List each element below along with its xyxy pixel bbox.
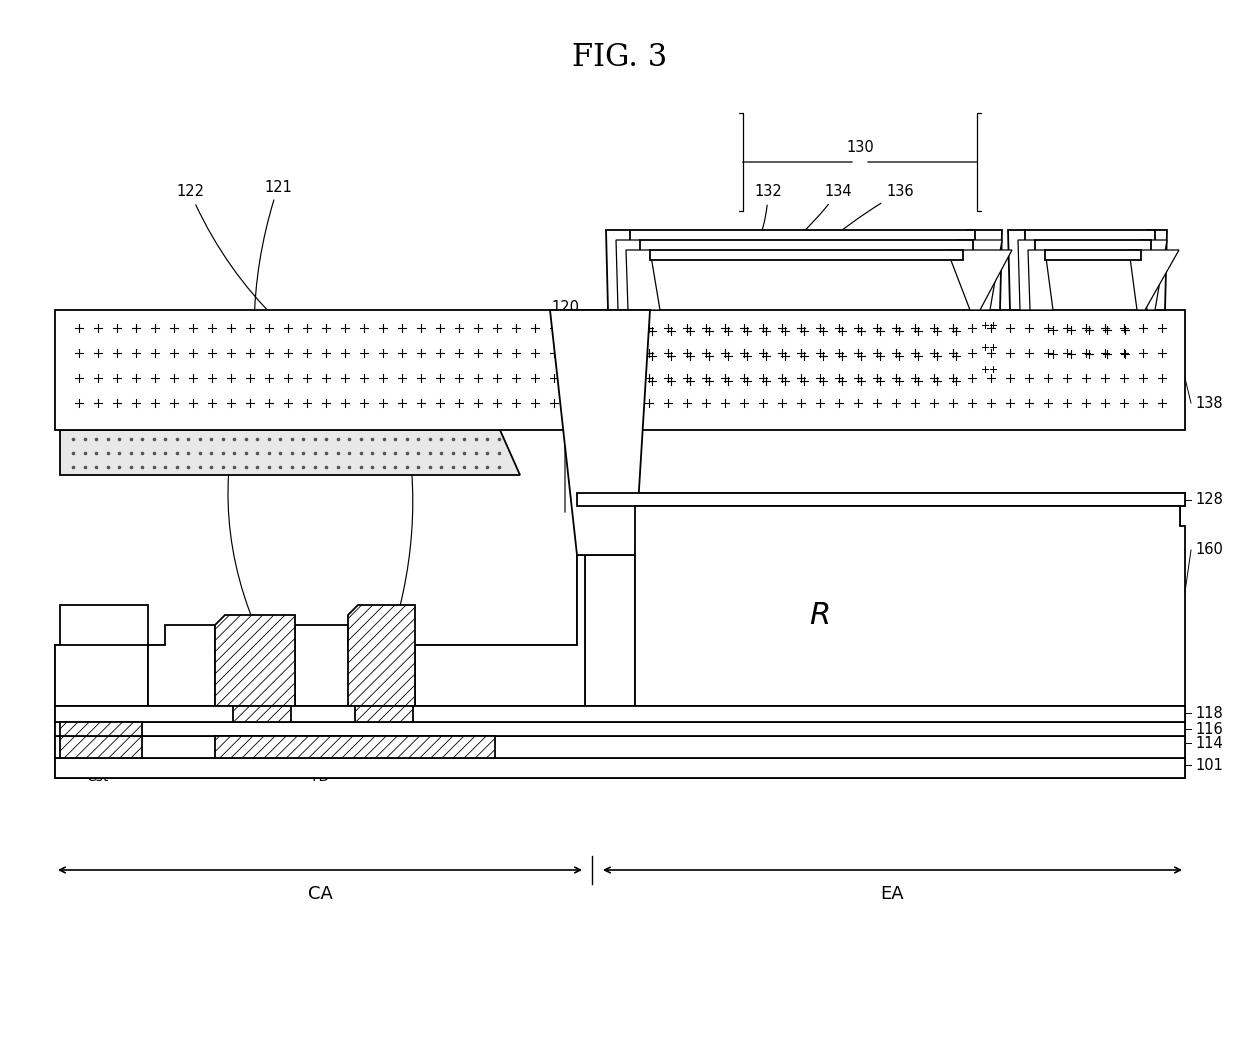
Bar: [215, 736, 495, 758]
Text: FIG. 3: FIG. 3: [573, 42, 667, 73]
Bar: [355, 706, 413, 721]
Bar: [1045, 250, 1141, 260]
Polygon shape: [635, 506, 1185, 706]
Bar: [55, 721, 1185, 736]
Bar: [224, 688, 291, 706]
Text: 124D: 124D: [372, 361, 413, 623]
Text: 104: 104: [295, 754, 326, 769]
Text: 152: 152: [69, 740, 97, 760]
Bar: [347, 688, 413, 706]
Bar: [233, 706, 291, 721]
Text: 102: 102: [241, 754, 269, 769]
Bar: [215, 736, 495, 758]
Text: 108: 108: [268, 754, 299, 769]
Polygon shape: [148, 625, 215, 706]
Text: 106: 106: [343, 754, 372, 769]
Text: 134: 134: [792, 185, 852, 243]
Polygon shape: [1008, 230, 1035, 310]
Bar: [577, 493, 1185, 506]
Bar: [55, 736, 1185, 758]
Bar: [60, 736, 143, 758]
Bar: [650, 250, 963, 260]
Polygon shape: [348, 605, 415, 706]
Bar: [355, 706, 413, 721]
Bar: [55, 706, 1185, 721]
Bar: [55, 758, 1185, 778]
Polygon shape: [957, 240, 1002, 310]
Polygon shape: [1018, 240, 1043, 310]
Text: 154: 154: [99, 740, 126, 760]
Text: Cst: Cst: [86, 770, 108, 784]
Polygon shape: [415, 555, 585, 706]
Polygon shape: [215, 615, 295, 706]
Polygon shape: [60, 430, 520, 475]
Bar: [215, 721, 495, 736]
Text: 101: 101: [1195, 758, 1223, 772]
Polygon shape: [1128, 250, 1179, 310]
Bar: [233, 706, 291, 721]
Text: 132: 132: [754, 185, 782, 247]
Text: 160: 160: [1195, 542, 1223, 557]
Polygon shape: [551, 310, 650, 555]
Bar: [55, 310, 1185, 430]
Bar: [630, 230, 975, 248]
Bar: [60, 721, 143, 736]
Polygon shape: [947, 250, 1012, 310]
Bar: [55, 706, 1185, 721]
Text: CA: CA: [308, 885, 332, 903]
Polygon shape: [1147, 230, 1167, 310]
Bar: [60, 736, 143, 758]
Bar: [595, 493, 1185, 506]
Polygon shape: [1140, 240, 1167, 310]
Text: 120: 120: [551, 300, 579, 512]
Text: 130: 130: [846, 140, 874, 156]
Polygon shape: [55, 645, 148, 706]
Text: 116: 116: [1195, 721, 1223, 736]
Bar: [55, 758, 1185, 778]
Bar: [635, 506, 1180, 706]
Text: 128: 128: [1195, 492, 1223, 507]
Text: 124S: 124S: [228, 361, 270, 625]
Text: R: R: [810, 602, 831, 630]
Bar: [640, 240, 973, 253]
Text: 114: 114: [1195, 735, 1223, 750]
Text: 122: 122: [176, 185, 278, 321]
Polygon shape: [626, 250, 660, 310]
Text: 138: 138: [1195, 396, 1223, 411]
Text: 112: 112: [326, 754, 353, 769]
Text: TD: TD: [310, 770, 330, 784]
Polygon shape: [635, 506, 1180, 706]
Bar: [1025, 230, 1154, 248]
Polygon shape: [967, 230, 1002, 310]
Bar: [60, 721, 143, 736]
Text: 110: 110: [376, 754, 404, 769]
Text: 136: 136: [822, 185, 914, 246]
Bar: [1035, 240, 1151, 253]
Text: 121: 121: [254, 179, 291, 448]
Polygon shape: [1028, 250, 1053, 310]
Text: EA: EA: [880, 885, 904, 903]
Polygon shape: [616, 240, 650, 310]
Polygon shape: [606, 230, 642, 310]
Polygon shape: [55, 555, 585, 706]
Text: 118: 118: [1195, 706, 1223, 720]
Polygon shape: [295, 625, 415, 706]
Bar: [55, 721, 1185, 736]
Bar: [55, 736, 1185, 758]
Polygon shape: [577, 493, 635, 555]
